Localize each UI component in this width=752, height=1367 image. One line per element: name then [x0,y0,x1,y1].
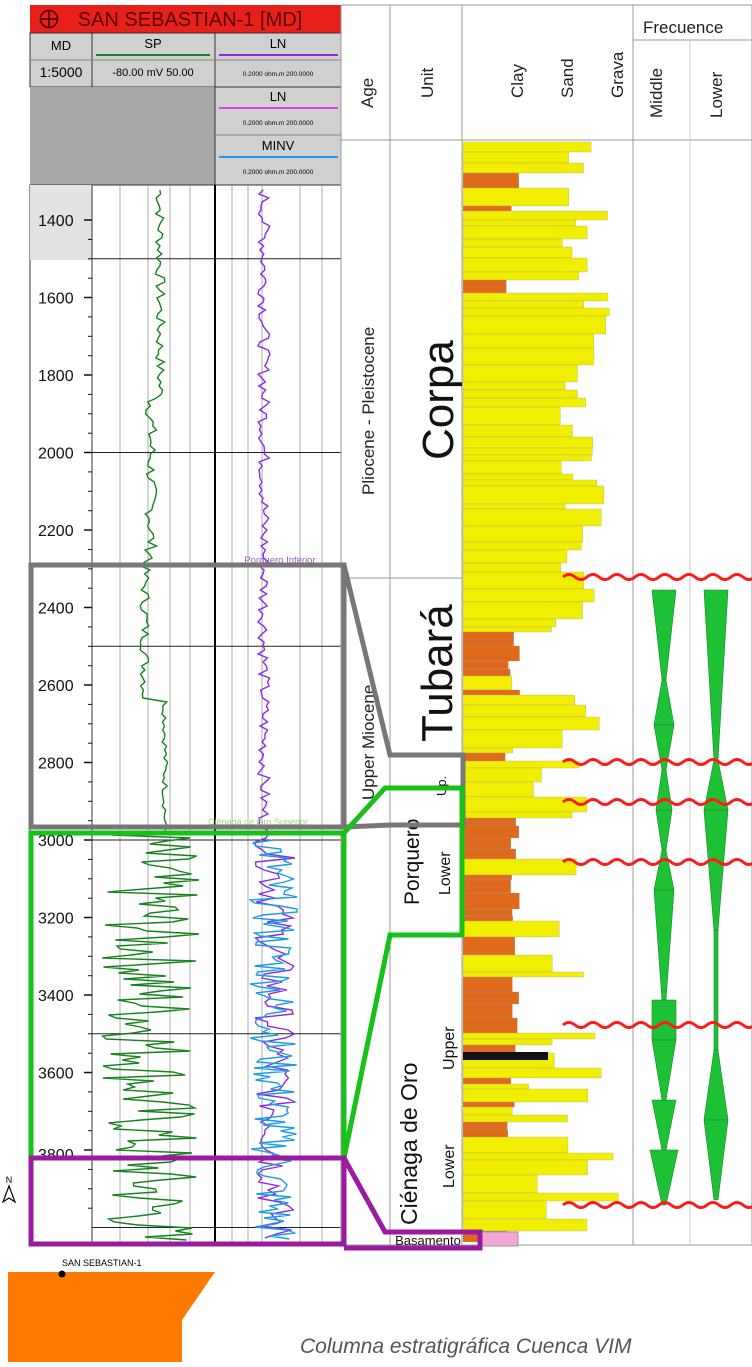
header-middle: Middle [647,68,666,118]
depth-tick-label: 2200 [38,523,74,540]
basin-outline [8,1272,215,1362]
north-arrow-icon [1,1184,17,1204]
sp-curve-lower [101,834,200,1241]
header-clay: Clay [508,63,527,98]
basamento-fill [477,1231,519,1247]
north-label: N [6,1175,13,1185]
ln2-range: 0.2000 ohm.m 200.0000 [243,120,314,127]
header-unit: Unit [418,67,437,98]
unit-porquero: Porquero [401,819,424,905]
age-pliocene: Pliocene - Pleistocene [359,327,378,495]
depth-tick-label: 1800 [38,368,74,385]
basamento-connector [341,1156,483,1251]
unconformity-line [562,1201,752,1209]
frequence-columns [649,589,729,1206]
ln1-label: LN [270,36,287,51]
porquero-connector [341,785,465,1159]
header-lower: Lower [707,71,726,118]
depth-axis: 1400 1600 1800 2000 2200 2400 2600 2800 3000 3200… [38,213,92,1209]
unconformity-line [562,758,752,766]
basamento-box-log [28,1155,347,1247]
strat-column: Age Unit Clay Sand Grava Frecuence Middl… [340,4,752,1248]
unconformities [562,573,752,1209]
md-label: MD [51,38,71,53]
header-frequence: Frecuence [643,18,723,37]
well-log-header: SAN SEBASTIAN-1 [MD] MD 1:5000 SP -80.00… [29,5,342,186]
unit-cienaga-lower: Lower [441,1144,458,1188]
tubara-box-log [28,562,347,830]
depth-tick-label: 1600 [38,291,74,308]
minv-range: 0.2000 ohm.m 200.0000 [243,169,314,176]
sp-curve-upper [139,189,169,835]
log-body: 1400 1600 1800 2000 2200 2400 2600 2800 3000 3200… [29,184,342,1246]
ln2-label: LN [270,89,287,104]
ln1-range: 0.2000 ohm.m 200.0000 [243,71,314,78]
depth-tick-label: 3000 [38,833,74,850]
unconformity-line [562,798,752,806]
unit-porquero-lower: Lower [437,851,454,895]
figure-caption: Columna estratigráfica Cuenca VIM [300,1335,632,1358]
well-location-icon [58,1270,66,1278]
depth-tick-label: 3600 [38,1066,74,1083]
depth-tick-label: 2800 [38,756,74,773]
depth-tick-label: 3200 [38,911,74,928]
minv-curve [248,839,298,1240]
header-sand: Sand [558,58,577,98]
header-age: Age [358,78,377,108]
well-title: SAN SEBASTIAN-1 [MD] [78,9,303,31]
age-miocene: Upper Miocene [359,685,378,800]
unit-cienaga-upper: Upper [441,1026,458,1070]
depth-tick-label: 2400 [38,601,74,618]
depth-tick-label: 3400 [38,988,74,1005]
minv-label: MINV [262,138,295,153]
depth-tick-label: 2000 [38,446,74,463]
scale-label: 1:5000 [40,64,83,80]
map-well-label: SAN SEBASTIAN-1 [62,1258,142,1268]
unit-basamento: Basamento [395,1233,461,1248]
depth-tick-label: 1400 [38,213,74,230]
lithology-column [462,141,619,1243]
unit-cienaga: Ciénaga de Oro [396,1063,422,1225]
unconformity-line [562,573,752,581]
unit-corpa: Corpa [414,340,463,460]
header-grava: Grava [608,51,627,98]
unit-tubara: Tubará [413,604,462,742]
unconformity-line [562,1021,752,1029]
depth-tick-label: 2600 [38,678,74,695]
unconformity-line [562,858,752,866]
well-title-bar [30,5,341,33]
marker-cienaga-superior: Ciénaga de Oro Superior [208,817,308,827]
highlight-boxes [28,562,483,1251]
sp-range: -80.00 mV 50.00 [112,67,193,79]
sp-label: SP [144,36,161,51]
marker-porquero-inferior: Porquero Inferior [244,555,315,566]
location-map: N SAN SEBASTIAN-1 [1,1175,215,1362]
